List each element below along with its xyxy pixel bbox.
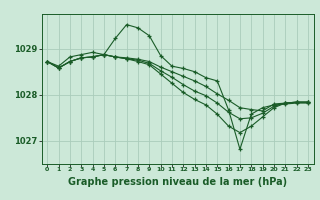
- X-axis label: Graphe pression niveau de la mer (hPa): Graphe pression niveau de la mer (hPa): [68, 177, 287, 187]
